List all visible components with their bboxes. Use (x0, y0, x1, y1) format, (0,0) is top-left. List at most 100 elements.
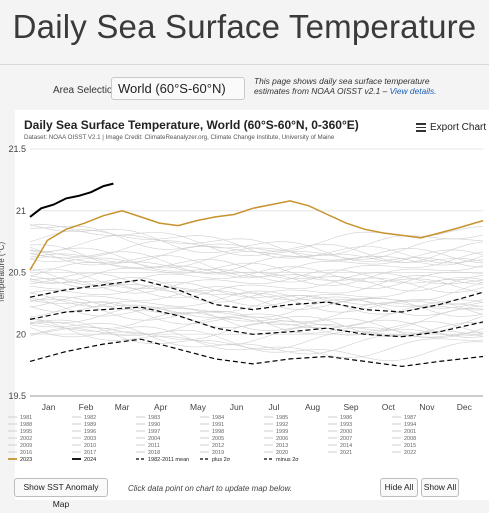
month-label: Oct (382, 402, 396, 412)
legend-item[interactable]: 2016 (20, 450, 32, 456)
legend-item[interactable]: 2005 (212, 436, 224, 442)
month-label: Nov (419, 402, 435, 412)
legend-item[interactable]: 1981 (20, 415, 32, 421)
legend-item[interactable]: 1990 (148, 422, 160, 428)
history-line (29, 229, 484, 263)
y-tick-label: 21.5 (8, 144, 26, 154)
y-tick-label: 20.5 (8, 268, 26, 278)
history-line (29, 301, 484, 334)
history-line (29, 319, 484, 340)
info-text: This page shows daily sea surface temper… (254, 76, 464, 96)
legend-item[interactable]: 1989 (84, 422, 96, 428)
chart-hint: Click data point on chart to update map … (128, 484, 293, 493)
legend-item[interactable]: 1993 (340, 422, 352, 428)
chart-subtitle: Dataset: NOAA OISST V2.1 | Image Credit:… (24, 134, 335, 141)
month-label: Sep (344, 402, 359, 412)
series-line-plus-2- (29, 279, 484, 313)
history-line (29, 292, 483, 328)
legend-item[interactable]: 1995 (20, 429, 32, 435)
legend-item[interactable]: 2017 (84, 450, 96, 456)
legend-item[interactable]: 1982 (84, 415, 96, 421)
legend-item[interactable]: 2012 (212, 443, 224, 449)
legend-item[interactable]: 2009 (20, 443, 32, 449)
legend-item[interactable]: 2010 (84, 443, 96, 449)
legend-item[interactable]: 2024 (84, 457, 96, 463)
legend-item[interactable]: 2019 (212, 450, 224, 456)
history-line (29, 272, 484, 299)
history-line (29, 312, 484, 337)
history-line (29, 277, 484, 313)
show-anomaly-map-button[interactable]: Show SST Anomaly Map (14, 478, 108, 509)
legend-item[interactable]: 2014 (340, 443, 352, 449)
view-details-link[interactable]: View details. (389, 86, 437, 96)
history-line (29, 266, 484, 294)
legend-item[interactable]: 1997 (148, 429, 160, 435)
month-label: Apr (154, 402, 167, 412)
history-line (29, 247, 484, 283)
export-chart-button[interactable]: Export Chart (416, 121, 486, 134)
legend-item[interactable]: 1992 (276, 422, 288, 428)
history-line (29, 298, 484, 321)
legend-item[interactable]: 2021 (340, 450, 352, 456)
info-description: This page shows daily sea surface temper… (254, 76, 430, 96)
history-line (29, 234, 484, 266)
y-tick-label: 21 (16, 206, 26, 216)
history-line (29, 322, 484, 355)
legend-item[interactable]: plus 2σ (212, 457, 231, 463)
hide-all-button[interactable]: Hide All (380, 478, 418, 497)
legend-item[interactable]: 2018 (148, 450, 160, 456)
history-line (29, 272, 484, 310)
legend-item[interactable]: 2008 (404, 436, 416, 442)
export-chart-label: Export Chart (430, 121, 487, 133)
legend-item[interactable]: 1988 (20, 422, 32, 428)
legend-item[interactable]: 2020 (276, 450, 288, 456)
legend-item[interactable]: 2000 (340, 429, 352, 435)
history-line (29, 322, 484, 359)
series-line-2024 (29, 182, 114, 218)
legend-item[interactable]: 1994 (404, 422, 416, 428)
history-line (29, 262, 484, 293)
legend-item[interactable]: 1982-2011 mean (148, 457, 189, 463)
history-line (29, 243, 484, 263)
legend-item[interactable]: 1987 (404, 415, 416, 421)
legend-item[interactable]: 2001 (404, 429, 416, 435)
legend-item[interactable]: 2013 (276, 443, 288, 449)
legend-item[interactable]: 1991 (212, 422, 224, 428)
legend-item[interactable]: 2022 (404, 450, 416, 456)
legend-item[interactable]: 2006 (276, 436, 288, 442)
series-line-1982-2011-mean (29, 306, 484, 338)
y-tick-label: 20 (16, 329, 26, 339)
legend-item[interactable]: 1983 (148, 415, 160, 421)
legend-item[interactable]: 2003 (84, 436, 96, 442)
history-line (29, 224, 484, 256)
menu-icon (416, 121, 426, 134)
month-label: Mar (115, 402, 130, 412)
legend-item[interactable]: 2011 (148, 443, 160, 449)
legend-item[interactable]: 2023 (20, 457, 32, 463)
legend-item[interactable]: minus 2σ (276, 457, 299, 463)
history-line (29, 294, 484, 317)
legend-item[interactable]: 2015 (404, 443, 416, 449)
area-selection-dropdown[interactable]: World (60°S-60°N) (111, 77, 245, 100)
legend-item[interactable]: 2007 (340, 436, 352, 442)
legend-item[interactable]: 1985 (276, 415, 288, 421)
sst-chart[interactable]: 19.5 20 20.5 21 21.5 Temperature (°C) Jan Feb Ma… (0, 0, 489, 500)
history-line (29, 306, 484, 337)
y-tick-label: 19.5 (8, 391, 26, 401)
show-all-button[interactable]: Show All (421, 478, 459, 497)
legend-item[interactable]: 2002 (20, 436, 32, 442)
legend-item[interactable]: 1996 (84, 429, 96, 435)
month-label: Jun (230, 402, 244, 412)
history-line (29, 224, 484, 260)
legend-item[interactable]: 2004 (148, 436, 160, 442)
legend-item[interactable]: 1984 (212, 415, 224, 421)
legend-item[interactable]: 1999 (276, 429, 288, 435)
page-title: Daily Sea Surface Temperature (12, 8, 477, 45)
legend-item[interactable]: 1986 (340, 415, 352, 421)
month-label: Aug (305, 402, 320, 412)
series-line-2023 (29, 200, 484, 271)
series-line-minus-2- (29, 338, 484, 368)
legend-item[interactable]: 1998 (212, 429, 224, 435)
month-label: Jul (268, 402, 279, 412)
month-label: Dec (457, 402, 473, 412)
